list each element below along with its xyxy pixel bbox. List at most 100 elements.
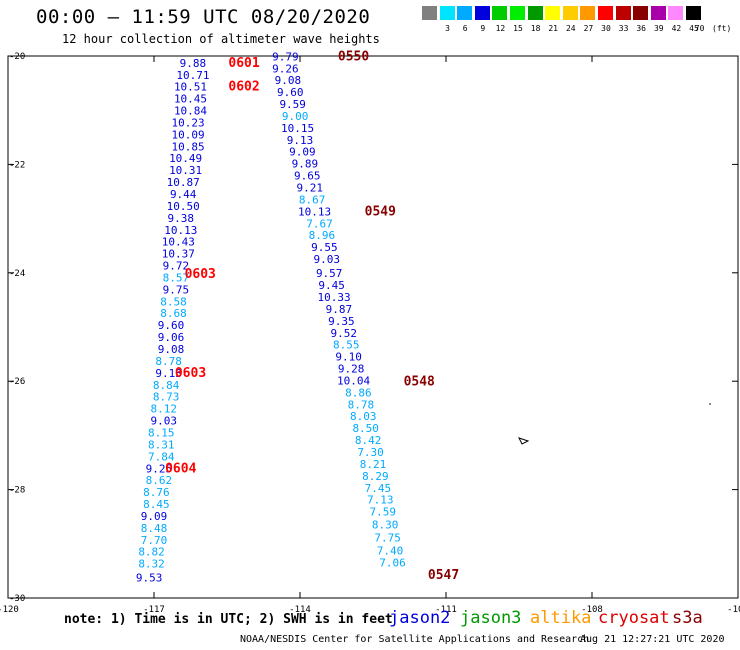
color-scale-label: 33 (618, 24, 629, 33)
wave-height-value: 9.03 (314, 253, 341, 266)
wave-height-value: 8.21 (360, 458, 387, 471)
color-swatch (492, 6, 508, 20)
wave-height-value: 9.65 (294, 170, 321, 183)
wave-height-value: 8.50 (352, 422, 379, 435)
wave-height-value: 10.50 (167, 200, 200, 213)
satellite-legend-jason3: jason3 (460, 608, 522, 628)
color-scale-label: 70 (694, 24, 705, 33)
wave-height-value: 9.08 (158, 343, 185, 356)
wave-height-value: 10.87 (167, 176, 200, 189)
color-scale-units: (ft) (712, 24, 732, 33)
wave-height-value: 8.42 (355, 434, 382, 447)
wave-height-value: 10.15 (281, 122, 314, 135)
wave-height-value: 8.48 (141, 522, 168, 535)
wave-height-value: 8.15 (148, 426, 175, 439)
wave-height-value: 8.03 (350, 410, 377, 423)
wave-height-value: 8.45 (143, 498, 170, 511)
time-label: 0601 (228, 56, 259, 71)
color-scale-label: 27 (583, 24, 594, 33)
color-swatch (650, 6, 666, 20)
chart-subtitle: 12 hour collection of altimeter wave hei… (62, 32, 380, 46)
color-scale-label: 6 (462, 24, 468, 33)
wave-height-value: 7.59 (369, 506, 396, 519)
wave-height-value: 8.31 (148, 438, 175, 451)
color-swatch (439, 6, 455, 20)
wave-height-value: 7.30 (357, 446, 384, 459)
wave-height-value: 9.45 (318, 279, 345, 292)
color-swatch (615, 6, 631, 20)
wave-height-value: 10.49 (169, 152, 202, 165)
time-label: 0550 (338, 49, 369, 64)
wave-height-value: 10.51 (174, 81, 207, 94)
time-label: 0602 (228, 80, 259, 95)
time-label: 0603 (175, 366, 206, 381)
color-swatch (510, 6, 525, 20)
color-scale-label: 12 (495, 24, 506, 33)
wave-height-value: 8.73 (153, 391, 180, 404)
wave-height-value: 9.60 (277, 86, 304, 99)
wave-height-value: 9.72 (163, 260, 190, 273)
wave-height-value: 7.75 (374, 532, 401, 545)
wave-height-value: 8.30 (372, 519, 399, 532)
wave-height-value: 9.75 (163, 283, 190, 296)
wave-height-value: 9.25 (146, 462, 173, 475)
y-tick-label: -26 (9, 377, 25, 387)
color-swatch (457, 6, 473, 20)
wave-height-value: 8.78 (155, 355, 182, 368)
y-tick-label: -24 (9, 269, 25, 279)
wave-height-value: 10.23 (172, 116, 205, 129)
footnote: note: 1) Time is in UTC; 2) SWH is in fe… (64, 612, 393, 627)
color-swatch (668, 6, 684, 20)
wave-height-value: 8.82 (138, 546, 165, 559)
wave-height-value: 8.57 (163, 271, 190, 284)
color-scale-legend: 3 6 9 12 15 18 21 24 27 30 33 36 39 42 45 70 (ft) (420, 6, 732, 36)
wave-height-value: 8.68 (160, 307, 187, 320)
color-swatch (422, 6, 437, 20)
wave-height-value: 10.71 (176, 69, 209, 82)
wave-height-value: 10.84 (174, 105, 207, 118)
island-dot (709, 403, 711, 405)
color-scale-label: 36 (636, 24, 646, 33)
color-scale-label: 24 (565, 24, 576, 33)
wave-height-value: 10.33 (318, 291, 351, 304)
wave-height-value: 9.09 (289, 146, 316, 159)
wave-height-value: 9.60 (158, 319, 185, 332)
color-swatch (562, 6, 578, 20)
wave-height-value: 10.09 (172, 128, 205, 141)
color-scale-label: 3 (445, 24, 450, 33)
time-label: 0549 (365, 204, 396, 219)
wave-height-value: 8.62 (146, 474, 173, 487)
wave-height-value: 9.53 (136, 572, 163, 585)
wave-height-value: 10.43 (162, 236, 195, 249)
wave-height-value: 9.55 (311, 241, 338, 254)
color-scale-label: 45 (689, 24, 699, 33)
wave-height-value: 7.06 (379, 557, 406, 570)
wave-height-value: 9.52 (331, 327, 358, 340)
color-swatch (527, 6, 543, 20)
wave-height-value: 9.00 (282, 110, 309, 123)
y-tick-label: -28 (9, 486, 25, 496)
color-swatch (474, 6, 490, 20)
wave-height-value: 8.12 (150, 403, 177, 416)
wave-height-value: 9.10 (335, 351, 362, 364)
wave-height-value: 9.13 (155, 367, 182, 380)
wave-height-value: 9.09 (141, 510, 168, 523)
wave-height-value: 9.89 (292, 158, 319, 171)
wave-height-value: 10.31 (169, 164, 202, 177)
island-outline (518, 437, 530, 445)
satellite-legend-cryosat: cryosat (598, 608, 670, 628)
y-tick-label: -20 (9, 52, 25, 62)
wave-height-value: 9.21 (296, 182, 323, 195)
wave-height-value: 9.13 (287, 134, 314, 147)
wave-height-value: 9.44 (170, 188, 197, 201)
wave-height-value: 10.13 (298, 205, 331, 218)
y-tick-label: -22 (9, 160, 25, 170)
wave-height-value: 7.84 (148, 450, 175, 463)
wave-height-value: 8.55 (333, 339, 360, 352)
wave-height-value: 9.26 (272, 62, 299, 75)
color-scale-label: 42 (671, 24, 682, 33)
wave-height-value: 9.28 (338, 363, 365, 376)
wave-height-value: 8.78 (348, 398, 375, 411)
wave-height-value: 7.40 (377, 545, 404, 558)
